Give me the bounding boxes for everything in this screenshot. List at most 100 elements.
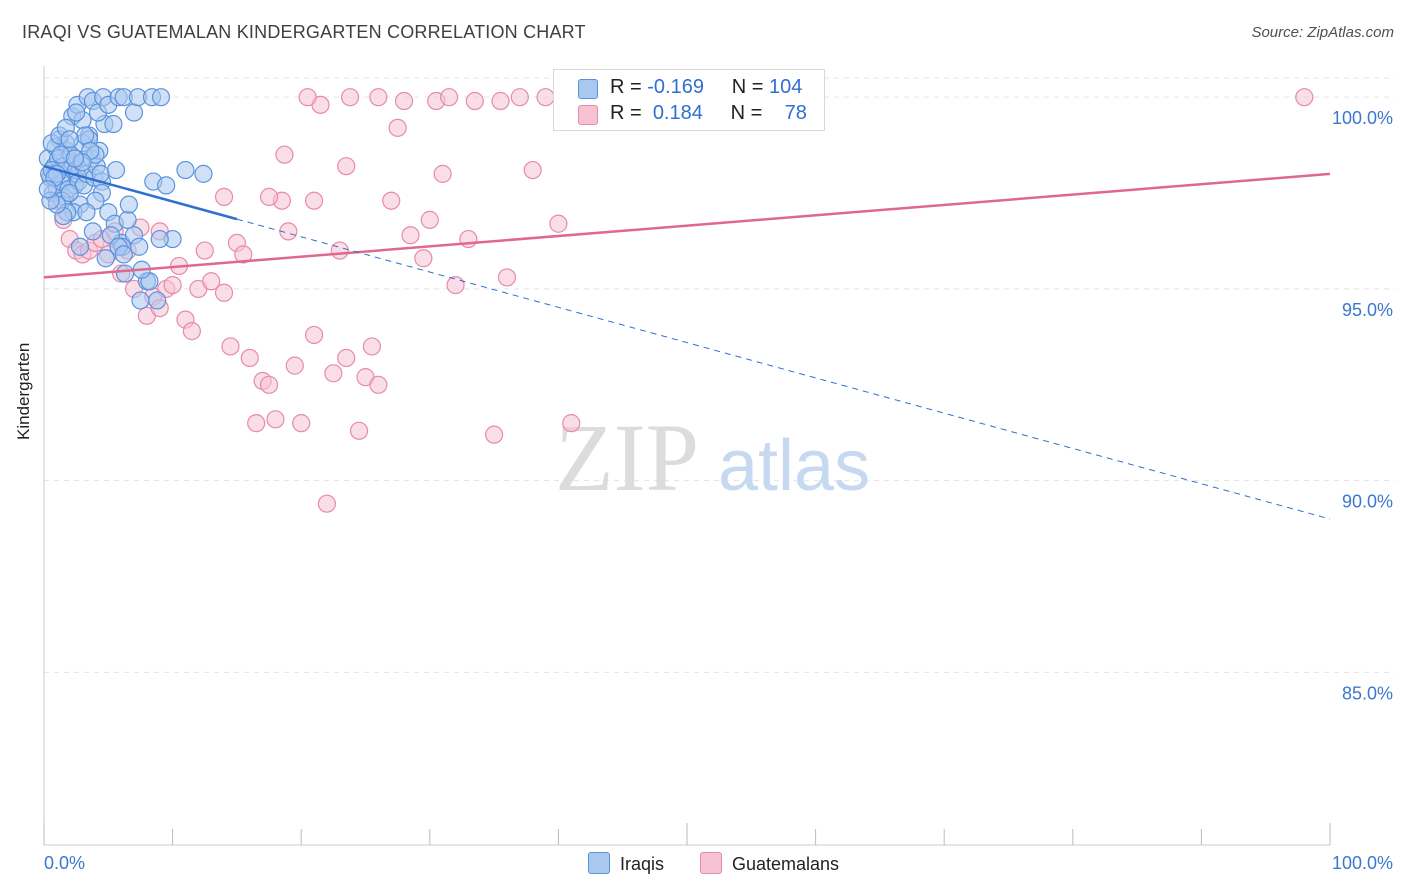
- iraqis-point: [83, 222, 102, 241]
- guatemalans-point: [1295, 88, 1314, 107]
- legend-label-guatemalans: Guatemalans: [732, 854, 840, 874]
- guatemalans-point: [414, 249, 433, 268]
- guatemalans-point: [234, 245, 253, 264]
- iraqis-point: [148, 291, 167, 310]
- guatemalans-point: [221, 337, 240, 356]
- legend-swatch-guatemalans: [700, 852, 722, 874]
- guatemalans-trend-line: [43, 172, 1331, 279]
- guatemalans-point: [202, 272, 221, 291]
- legend-label-iraqis: Iraqis: [620, 854, 665, 874]
- iraqis-point: [130, 237, 149, 256]
- iraqis-point: [151, 88, 171, 107]
- guatemalans-n-label: N =: [730, 102, 763, 124]
- guatemalans-point: [491, 91, 510, 111]
- guatemalans-point: [298, 88, 317, 107]
- gridlines: [44, 77, 1395, 673]
- guatemalans-point: [195, 241, 214, 260]
- trend-lines: [43, 164, 1331, 520]
- iraqis-r-label: R =: [610, 76, 642, 98]
- stats-legend: R = -0.169 N = 104 R = 0.184 N = 78: [553, 69, 825, 131]
- guatemalans-point: [259, 375, 279, 394]
- guatemalans-point: [433, 164, 452, 183]
- tick-labels: 100.0% 95.0% 90.0% 85.0% 0.0% 100.0%: [44, 108, 1393, 873]
- guatemalans-point: [485, 425, 504, 444]
- guatemalans-swatch: [578, 105, 598, 125]
- watermark-atlas: atlas: [718, 426, 870, 506]
- iraqis-point: [119, 195, 138, 214]
- guatemalans-r-value: 0.184: [652, 102, 703, 124]
- guatemalans-point: [304, 325, 324, 345]
- y-tick-label: 100.0%: [1332, 108, 1393, 128]
- guatemalans-point: [420, 210, 439, 229]
- iraqis-point: [106, 160, 126, 180]
- iraqis-n-value: 104: [769, 76, 803, 98]
- legend-swatch-iraqis: [588, 852, 610, 874]
- guatemalans-n-value: 78: [784, 102, 807, 124]
- guatemalans-point: [465, 91, 484, 111]
- chart-title: IRAQI VS GUATEMALAN KINDERGARTEN CORRELA…: [22, 22, 586, 42]
- iraqis-swatch: [578, 79, 598, 99]
- guatemalans-point: [362, 337, 382, 356]
- guatemalans-point: [401, 226, 420, 245]
- guatemalans-point: [214, 187, 234, 206]
- y-tick-label: 90.0%: [1342, 492, 1393, 512]
- guatemalans-point: [324, 364, 343, 383]
- iraqis-point: [60, 183, 79, 203]
- watermark: ZIP atlas: [555, 404, 870, 511]
- iraqis-point: [176, 160, 195, 180]
- guatemalans-point: [259, 187, 279, 206]
- guatemalans-point: [304, 191, 324, 210]
- y-tick-label: 85.0%: [1342, 683, 1393, 703]
- guatemalans-point: [382, 191, 401, 210]
- guatemalans-point: [337, 348, 356, 368]
- guatemalans-point: [459, 229, 478, 249]
- guatemalans-point: [247, 414, 266, 433]
- source-label: Source: ZipAtlas.com: [1251, 24, 1394, 41]
- iraqis-point: [38, 180, 57, 199]
- iraqis-point: [194, 164, 213, 183]
- iraqis-point: [60, 130, 79, 149]
- guatemalans-point: [240, 348, 259, 368]
- guatemalans-point: [523, 160, 542, 180]
- guatemalans-r-label: R =: [610, 102, 642, 124]
- iraqis-point: [76, 126, 95, 145]
- x-tick-label-min: 0.0%: [44, 853, 85, 873]
- iraqis-point: [115, 264, 135, 283]
- iraqis-point: [77, 203, 96, 222]
- guatemalans-point: [562, 414, 581, 433]
- guatemalans-point: [349, 421, 369, 440]
- x-tick-label-max: 100.0%: [1332, 853, 1393, 873]
- y-tick-label: 95.0%: [1342, 300, 1393, 320]
- iraqis-r-value: -0.169: [647, 76, 704, 98]
- guatemalans-point: [214, 283, 234, 302]
- iraqis-point: [104, 114, 123, 134]
- iraqis-point: [131, 291, 150, 310]
- guatemalans-point: [369, 375, 388, 394]
- guatemalans-point: [446, 275, 465, 295]
- guatemalans-point: [182, 322, 201, 341]
- legend-item-iraqis: Iraqis: [588, 852, 664, 875]
- guatemalans-point: [388, 118, 407, 137]
- guatemalans-point: [292, 414, 311, 433]
- guatemalans-point: [337, 157, 356, 176]
- iraqis-point: [65, 149, 84, 168]
- guatemalans-point: [497, 268, 517, 287]
- guatemalans-point: [510, 88, 529, 107]
- iraqis-point: [118, 210, 137, 229]
- guatemalans-point: [536, 88, 555, 107]
- guatemalans-point: [285, 356, 304, 375]
- iraqis-trend-line-solid: [43, 164, 238, 221]
- guatemalans-point: [340, 88, 360, 107]
- guatemalans-point: [330, 241, 349, 260]
- iraqis-point: [124, 103, 144, 122]
- legend-item-guatemalans: Guatemalans: [700, 852, 839, 875]
- guatemalans-point: [369, 88, 388, 107]
- iraqis-point: [150, 229, 169, 249]
- iraqis-point: [70, 237, 90, 256]
- iraqis-point: [67, 103, 86, 122]
- guatemalans-point: [163, 275, 182, 295]
- guatemalans-point: [317, 494, 337, 513]
- guatemalans-point: [266, 410, 285, 429]
- guatemalans-point: [549, 214, 568, 233]
